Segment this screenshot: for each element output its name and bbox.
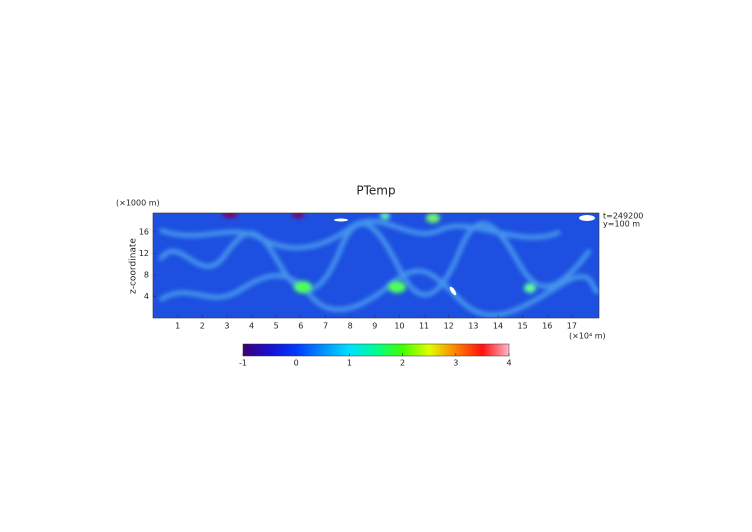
annotation: t=249200 [603,212,643,221]
y-tick-label: 4 [144,292,149,301]
plot-frame [152,212,600,319]
x-tick-label: 4 [249,322,254,331]
y-tick-label: 8 [144,270,149,279]
chart-title: PTemp [356,184,395,198]
y-tick-label: 16 [139,227,149,236]
x-axis-label: (×10⁴ m) [569,332,606,341]
colorbar-tick-label: 1 [347,359,352,368]
colorbar-tick-label: 2 [400,359,405,368]
x-tick-label: 5 [274,322,279,331]
x-tick-label: 8 [348,322,353,331]
x-tick-label: 14 [493,322,503,331]
x-tick-label: 15 [518,322,528,331]
colorbar-tick-label: 4 [506,359,511,368]
y-axis-label: z-coordinate [129,238,139,294]
x-tick-label: 6 [298,322,303,331]
x-tick-label: 16 [542,322,552,331]
annotation: y=100 m [603,220,640,229]
colorbar-tick-label: 0 [294,359,299,368]
colorbar-tick-label: -1 [239,359,247,368]
x-tick-label: 9 [372,322,377,331]
y-tick-label: 12 [139,249,149,258]
x-tick-label: 11 [419,322,429,331]
x-tick-label: 1 [175,322,180,331]
colorbar-tick-label: 3 [453,359,458,368]
y-unit: (×1000 m) [116,199,160,208]
x-tick-label: 3 [224,322,229,331]
x-tick-label: 2 [200,322,205,331]
colorbar [242,343,510,357]
field [153,213,599,318]
x-tick-label: 13 [468,322,478,331]
x-tick-label: 17 [567,322,577,331]
x-tick-label: 10 [394,322,404,331]
x-tick-label: 12 [444,322,454,331]
x-tick-label: 7 [323,322,328,331]
